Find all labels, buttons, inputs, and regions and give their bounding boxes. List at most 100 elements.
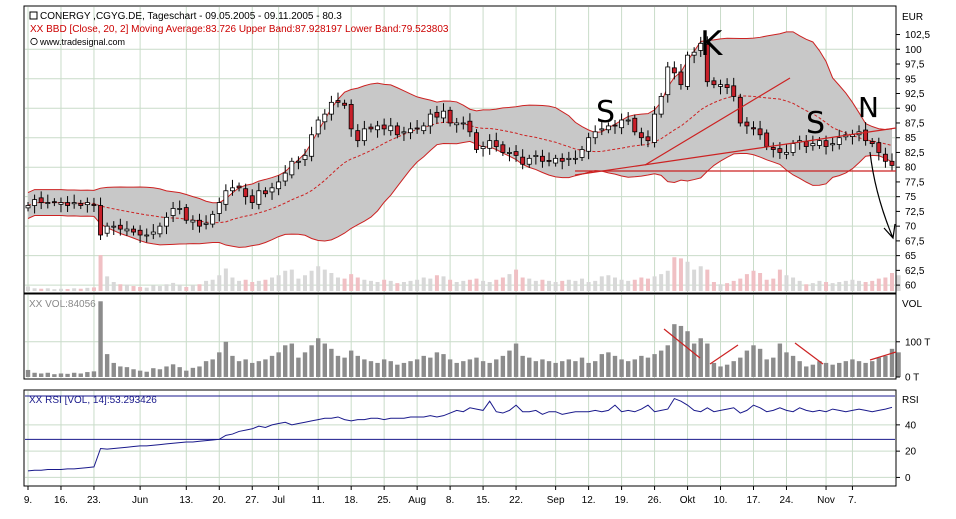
price-volume-bar — [78, 288, 83, 291]
price-volume-bar — [237, 280, 242, 291]
candle-body — [500, 144, 506, 153]
price-volume-bar — [250, 282, 255, 291]
volume-bar — [421, 355, 426, 377]
volume-bar — [348, 350, 354, 377]
price-volume-bar — [428, 278, 433, 291]
rsi-series — [27, 397, 893, 472]
candle-body — [539, 155, 545, 162]
candle-body — [718, 84, 723, 87]
volume-bar — [236, 361, 242, 377]
volume-bar — [487, 362, 492, 377]
volume-bar — [434, 352, 440, 377]
price-volume-bar — [547, 280, 552, 291]
candle-body — [401, 131, 407, 134]
volume-bar — [177, 367, 182, 377]
candle-body — [58, 202, 64, 205]
candle-body — [625, 119, 631, 122]
rsi-tick-label: 20 — [905, 447, 917, 458]
price-volume-bar — [138, 286, 143, 291]
volume-bar — [322, 343, 327, 377]
price-volume-bar — [461, 280, 466, 291]
volume-bar — [645, 357, 651, 377]
price-volume-bar — [111, 282, 116, 291]
volume-label: VOL — [902, 299, 922, 310]
annotation-s-right: S — [806, 106, 825, 141]
candle-body — [197, 219, 202, 227]
date-tick-label: 17. — [747, 495, 761, 506]
volume-bar — [856, 361, 862, 377]
candle-body — [724, 84, 730, 88]
candle-body — [157, 225, 163, 235]
candle-body — [427, 113, 433, 127]
annotation-s-left: S — [596, 95, 615, 130]
volume-bar — [401, 362, 407, 377]
rsi-tick-label: 40 — [905, 420, 917, 431]
volume-gridlines — [25, 295, 895, 378]
price-volume-bar — [639, 277, 644, 291]
volume-bar — [454, 362, 459, 377]
candle-body — [348, 103, 354, 130]
candle-body — [803, 141, 809, 147]
price-volume-bar — [342, 278, 347, 291]
volume-tick-label: 100 T — [905, 337, 930, 348]
price-volume-bar — [566, 279, 571, 291]
date-tick-label: 11. — [312, 495, 325, 506]
volume-bar — [553, 362, 558, 377]
source-line: www.tradesignal.com — [39, 37, 125, 47]
date-tick-label: 24. — [780, 495, 794, 506]
candle-body — [124, 228, 130, 232]
price-volume-bar — [421, 277, 426, 291]
candle-body — [295, 160, 301, 163]
volume-bar — [203, 361, 209, 377]
price-volume-bar — [204, 280, 209, 291]
volume-bar — [573, 361, 578, 377]
date-tick-label: 9. — [24, 495, 32, 506]
volume-bar — [718, 366, 723, 377]
volume-bar — [619, 359, 624, 377]
volume-bar — [474, 357, 479, 377]
date-tick-label: Sep — [547, 495, 565, 506]
candle-body — [678, 71, 684, 86]
candle-body — [572, 157, 578, 160]
price-volume-bar — [698, 266, 703, 291]
candle-body — [592, 131, 598, 139]
volume-bar — [414, 359, 420, 377]
candle-body — [216, 202, 222, 214]
price-volume-bar — [685, 261, 690, 291]
price-volume-bar — [520, 277, 525, 291]
volume-bar — [45, 372, 50, 377]
price-volume-bar — [474, 278, 479, 291]
candle-body — [658, 96, 664, 115]
price-volume-bar — [817, 280, 822, 291]
volume-bar — [335, 355, 341, 377]
volume-bar — [790, 355, 796, 377]
candle-body — [869, 141, 875, 145]
candle-body — [876, 142, 882, 153]
volume-bar — [593, 361, 598, 377]
candle-body — [685, 54, 690, 87]
price-volume-bar — [599, 276, 604, 291]
volume-bar — [230, 355, 235, 377]
price-tick-label: 60 — [905, 281, 917, 292]
price-volume-bar — [85, 287, 90, 291]
candle-body — [770, 147, 776, 150]
candle-body — [460, 122, 466, 125]
candle-body — [533, 154, 539, 157]
candle-body — [665, 66, 671, 96]
candle-body — [579, 149, 585, 158]
price-tick-label: 95 — [905, 74, 917, 85]
candle-body — [566, 157, 572, 160]
price-volume-bar — [329, 273, 334, 291]
price-volume-bar — [843, 280, 848, 291]
price-volume-bar — [243, 279, 248, 291]
price-volume-bar — [824, 282, 829, 291]
price-volume-bar — [837, 282, 842, 291]
price-volume-bar — [401, 282, 406, 291]
candle-body — [612, 124, 618, 127]
date-tick-label: 7. — [848, 495, 856, 506]
price-volume-bar — [560, 280, 565, 291]
volume-bar — [586, 362, 591, 377]
candle-body — [375, 125, 381, 131]
volume-bar — [520, 355, 525, 377]
candle-body — [117, 224, 123, 230]
